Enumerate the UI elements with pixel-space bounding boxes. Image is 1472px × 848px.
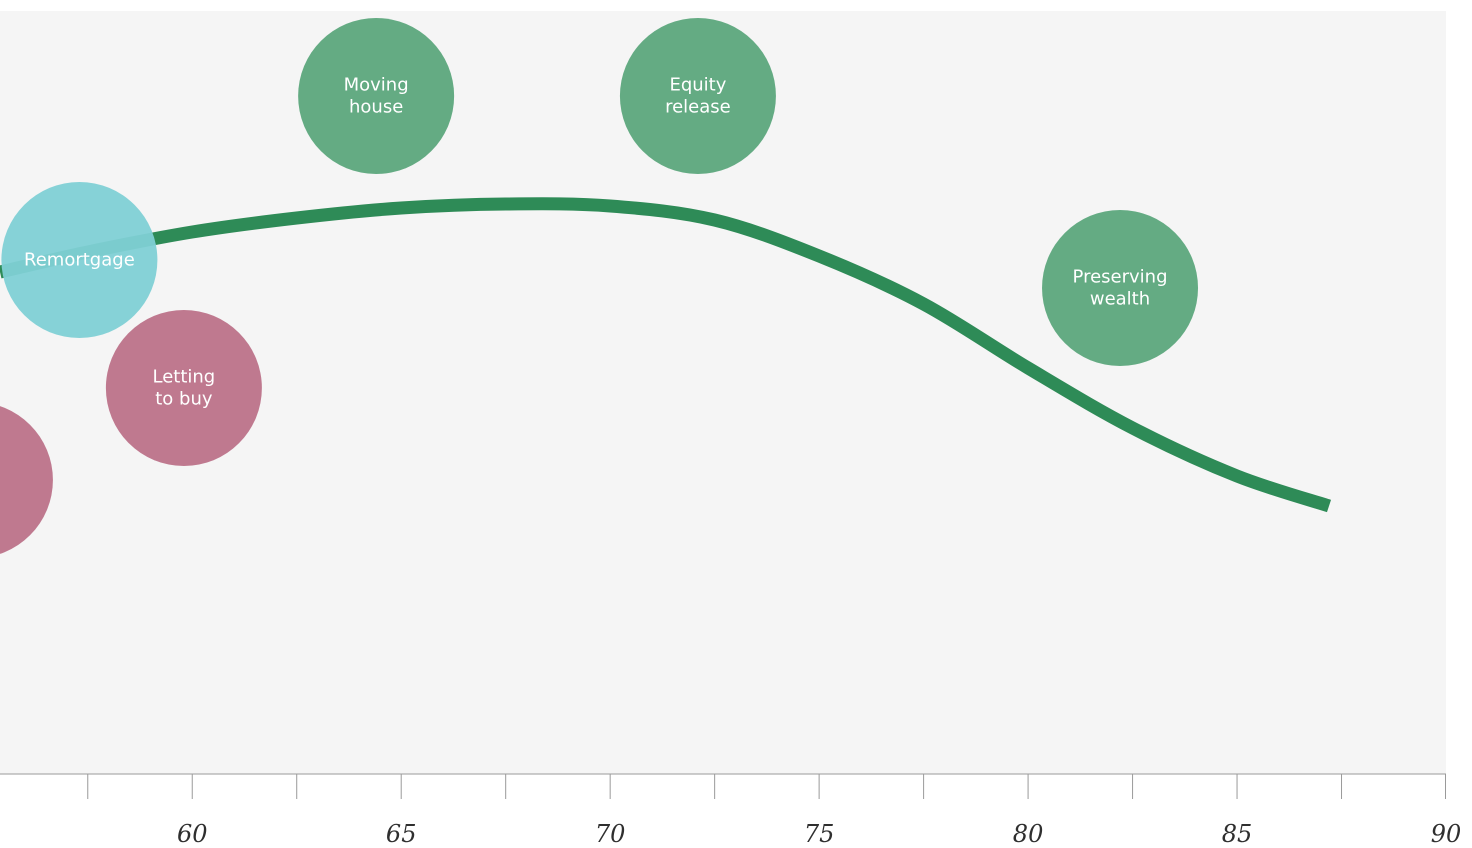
bubble-circle — [105, 310, 262, 466]
bubble-label: house — [349, 97, 403, 118]
bubble-label: Moving — [344, 75, 409, 96]
bubble-circle — [1, 182, 158, 338]
series-line-0 — [0, 197, 1332, 513]
x-tick-label: 80 — [1013, 820, 1044, 848]
bubble-label: to buy — [155, 389, 213, 410]
bubble-circle — [1042, 210, 1199, 366]
bubble-label: wealth — [1090, 289, 1150, 310]
bubble-circle — [0, 406, 53, 554]
x-tick-label: 85 — [1222, 820, 1253, 848]
x-tick-label: 90 — [1431, 820, 1462, 848]
bubble-label: release — [665, 97, 731, 118]
bubble-label: Equity — [669, 75, 726, 96]
bubble-circle — [298, 18, 455, 174]
bubble-circle — [619, 18, 776, 174]
x-axis: 5560657075808590 — [0, 773, 1462, 848]
bubble-label: Preserving — [1073, 267, 1168, 288]
x-tick-label: 65 — [386, 820, 417, 848]
x-tick-label: 70 — [595, 820, 626, 848]
bubble-label: Remortgage — [24, 250, 135, 271]
x-tick-label: 60 — [177, 820, 208, 848]
bubble-0: Remortgage — [1, 182, 158, 338]
bubble-label: Letting — [153, 367, 216, 388]
curve-layer — [0, 197, 1332, 513]
x-tick-label: 75 — [804, 820, 835, 848]
bubble-2 — [0, 406, 53, 554]
